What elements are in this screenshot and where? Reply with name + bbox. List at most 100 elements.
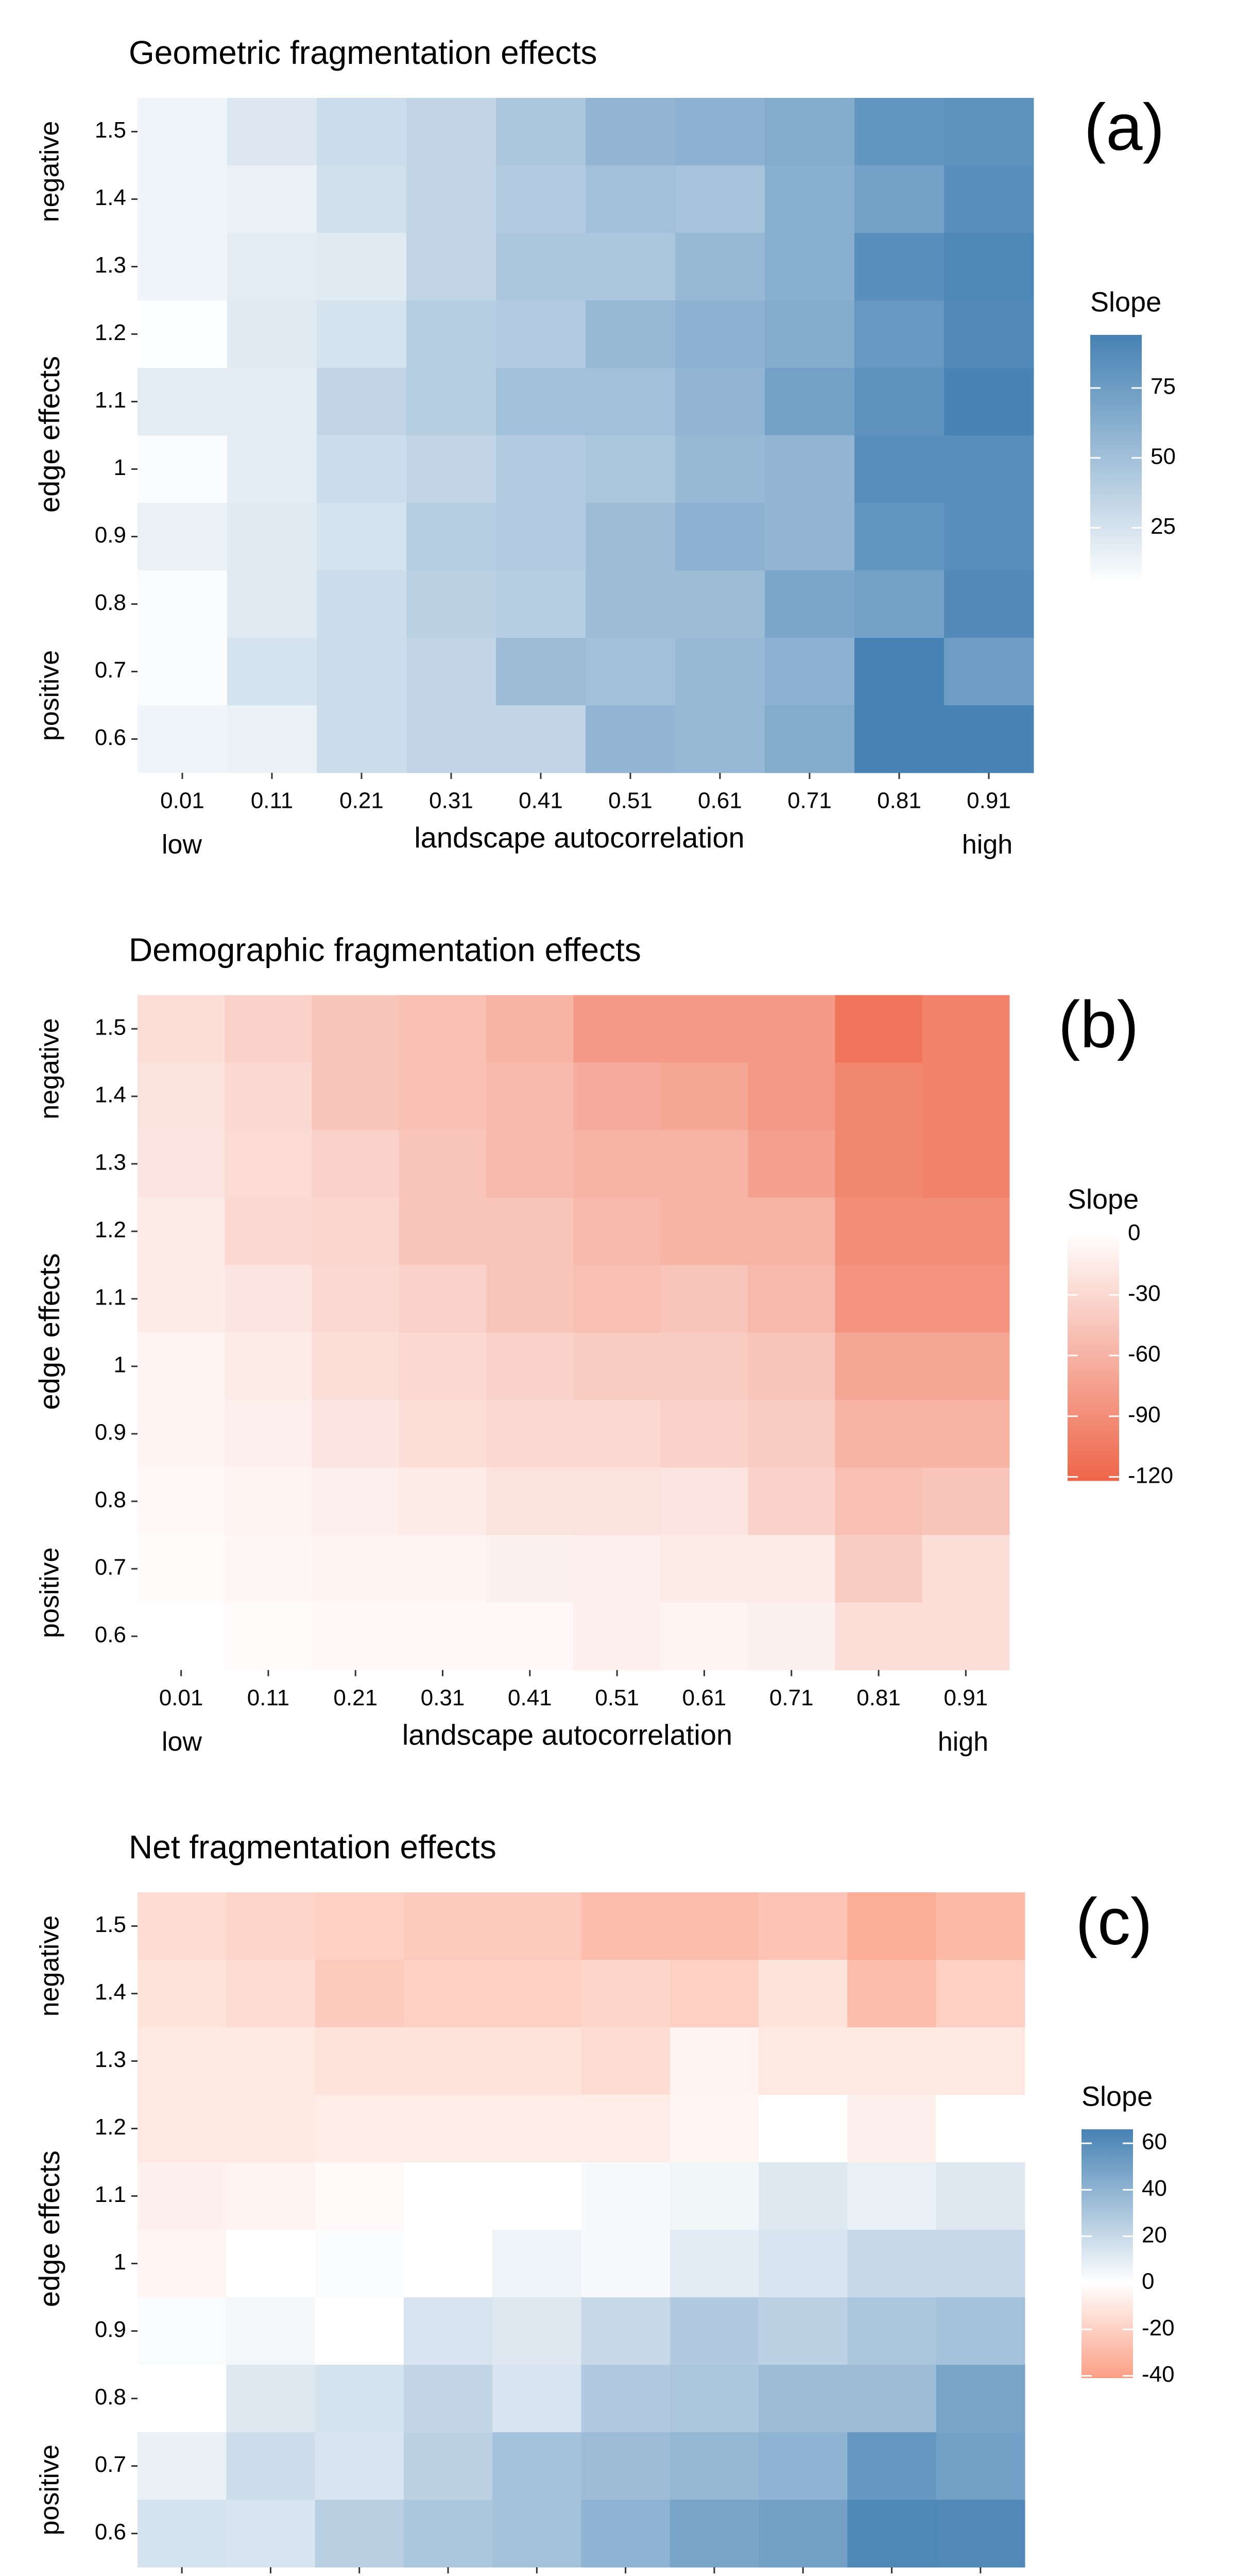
heat-cell: [854, 368, 945, 436]
x-axis-label: landscape autocorrelation: [402, 1718, 732, 1751]
heat-cell: [759, 2162, 848, 2230]
heat-cell: [586, 435, 676, 503]
x-tick-label: 0.01: [159, 1685, 203, 1710]
heat-cell: [486, 1197, 574, 1265]
y-tick-label: 1.3: [95, 1150, 126, 1175]
heat-cell: [944, 435, 1034, 503]
heat-cell: [847, 2027, 937, 2095]
heat-cell: [765, 368, 855, 436]
heat-cell: [315, 2027, 404, 2095]
heat-cell: [403, 1892, 493, 1960]
y-tick-label: 1.2: [95, 2114, 126, 2140]
heat-cell: [759, 2297, 848, 2365]
heat-cell: [315, 2297, 404, 2365]
y-tick-label: 0.7: [95, 657, 126, 683]
heat-cell: [936, 1892, 1025, 1960]
heat-cell: [315, 2500, 404, 2568]
heat-cell: [226, 2365, 316, 2433]
heat-cell: [660, 1535, 748, 1603]
heat-cell: [835, 1602, 923, 1670]
heat-cell: [765, 570, 855, 638]
heat-cell: [581, 2095, 671, 2163]
heat-cell: [317, 165, 407, 233]
heat-cell: [403, 2162, 493, 2230]
heat-cell: [317, 300, 407, 368]
heat-cell: [847, 2095, 937, 2163]
heat-cell: [406, 368, 496, 436]
heat-cell: [138, 705, 228, 773]
heat-cell: [399, 1332, 487, 1400]
heat-cell: [399, 1265, 487, 1333]
heat-cell: [675, 705, 765, 773]
legend-title: Slope: [1090, 286, 1161, 317]
y-low-label: positive: [35, 650, 65, 741]
x-tick-label: 0.61: [682, 1685, 727, 1710]
heat-cell: [765, 300, 855, 368]
heat-cell: [225, 1602, 313, 1670]
heat-cell: [138, 2162, 227, 2230]
colorbar-tick-label: 40: [1142, 2176, 1167, 2201]
heat-cell: [312, 1602, 400, 1670]
heat-cell: [138, 1960, 227, 2028]
heat-cell: [765, 435, 855, 503]
y-axis-label: edge effects: [33, 356, 65, 513]
heat-cell: [312, 1332, 400, 1400]
heat-cell: [496, 300, 586, 368]
heat-cell: [138, 570, 228, 638]
heat-cell: [486, 1400, 574, 1468]
panel: Demographic fragmentation effects (b) 0.01…: [33, 931, 1173, 1757]
heat-cell: [759, 2432, 848, 2500]
x-tick-label: 0.51: [608, 788, 653, 814]
heat-cell: [225, 1332, 313, 1400]
y-tick-label: 1: [114, 1352, 126, 1378]
colorbar-tick-label: -20: [1142, 2315, 1175, 2341]
y-tick-label: 1: [114, 2249, 126, 2275]
x-tick-label: 0.31: [421, 1685, 465, 1710]
x-tick-label: 0.71: [787, 788, 832, 814]
heat-cell: [944, 300, 1034, 368]
heat-cell: [670, 1960, 759, 2028]
heat-cell: [312, 1467, 400, 1535]
heat-cell: [573, 1062, 661, 1130]
heat-cell: [854, 638, 945, 706]
heat-cell: [922, 1467, 1010, 1535]
heat-cell: [670, 1892, 759, 1960]
heat-cell: [854, 705, 945, 773]
heat-cell: [581, 2365, 671, 2433]
y-tick-label: 1.3: [95, 252, 126, 278]
heat-cell: [854, 98, 945, 166]
heat-cell: [660, 1602, 748, 1670]
heat-cell: [138, 2095, 227, 2163]
heat-cell: [748, 1197, 835, 1265]
heat-cell: [835, 1062, 923, 1130]
heat-cell: [835, 1535, 923, 1603]
heat-cell: [847, 2230, 937, 2298]
heat-cell: [586, 233, 676, 301]
heat-cell: [138, 1535, 225, 1603]
heat-cell: [759, 1960, 848, 2028]
heat-cell: [138, 638, 228, 706]
heat-cell: [847, 1960, 937, 2028]
heat-cell: [492, 2365, 581, 2433]
heat-cell: [312, 1400, 400, 1468]
heat-cell: [759, 2095, 848, 2163]
y-tick-label: 1.5: [95, 1912, 126, 1937]
heat-cell: [936, 2297, 1025, 2365]
heat-cell: [315, 1892, 404, 1960]
heat-cell: [586, 638, 676, 706]
x-tick-label: 0.41: [519, 788, 563, 814]
heat-cell: [944, 98, 1034, 166]
x-tick-label: 0.41: [508, 1685, 552, 1710]
x-tick-label: 0.21: [339, 788, 384, 814]
heat-cell: [675, 368, 765, 436]
heat-cell: [936, 2095, 1025, 2163]
heat-cell: [573, 1467, 661, 1535]
heat-cell: [936, 2500, 1025, 2568]
heat-cell: [138, 368, 228, 436]
heat-cell: [406, 98, 496, 166]
y-high-label: negative: [35, 1916, 65, 2017]
heat-cell: [406, 165, 496, 233]
heat-cell: [660, 1265, 748, 1333]
heat-cell: [225, 1265, 313, 1333]
heat-cell: [748, 1602, 835, 1670]
